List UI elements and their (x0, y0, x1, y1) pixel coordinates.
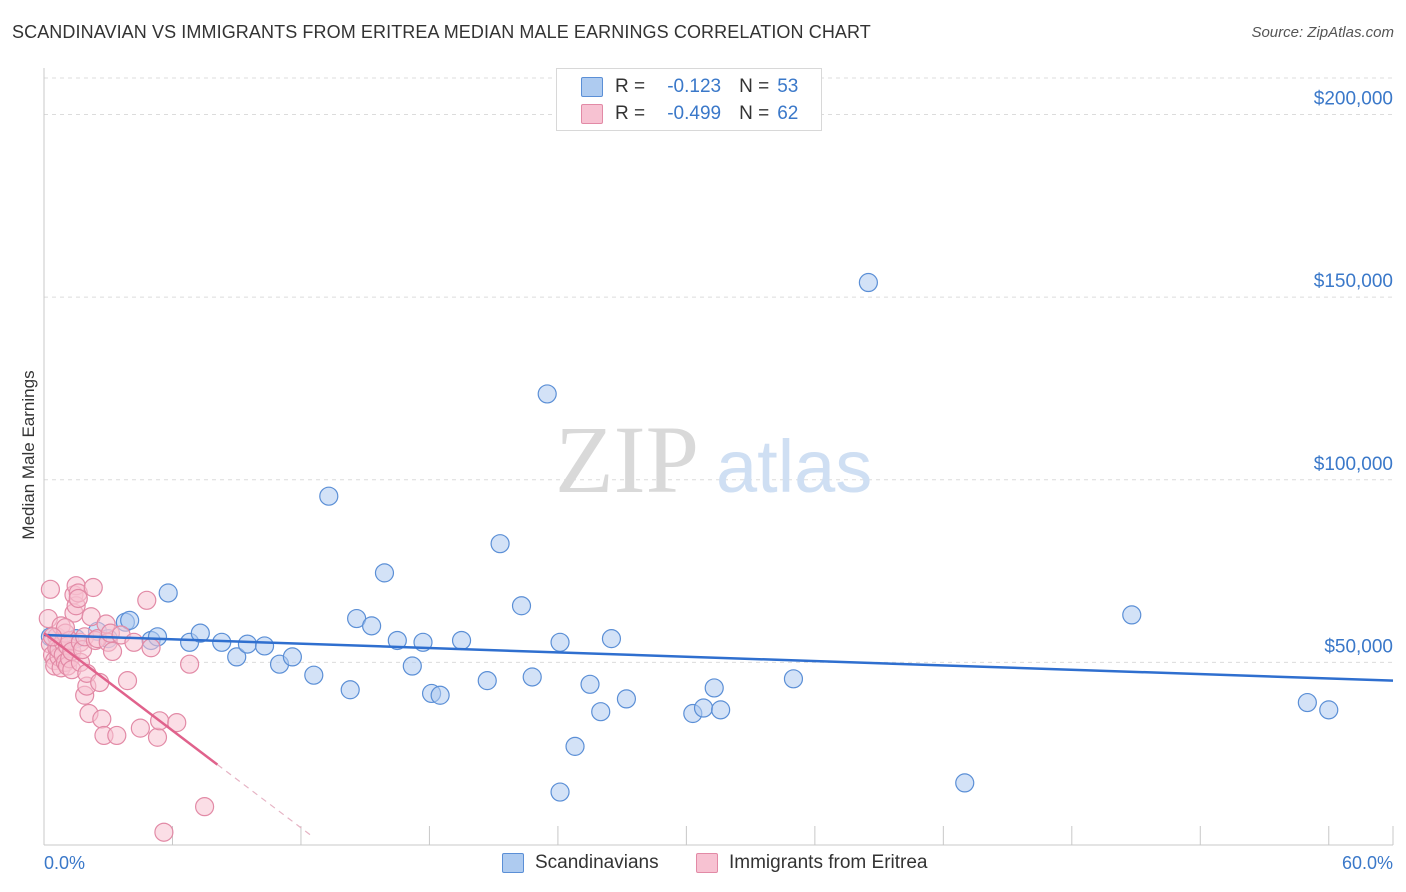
eritrea-point (124, 632, 144, 652)
legend-r-label: R = (615, 76, 646, 97)
scandinavian-trend-line (43, 633, 1394, 682)
grid-lines (44, 77, 1393, 663)
series-swatch-eritrea (696, 853, 718, 873)
legend-r-label: R = (615, 103, 646, 124)
scandinavian-point (340, 680, 360, 700)
scandinavian-point (158, 583, 178, 603)
scandinavian-point (490, 534, 510, 554)
x-tick-label: 0.0% (44, 853, 85, 873)
eritrea-point (167, 713, 187, 733)
scandinavian-point (1319, 700, 1339, 720)
x-tick-label: 60.0% (1342, 853, 1393, 873)
watermark-atlas: atlas (716, 425, 872, 508)
scandinavian-point (120, 610, 140, 630)
eritrea-point (130, 718, 150, 738)
scandinavian-point (362, 616, 382, 636)
series-label: Immigrants from Eritrea (729, 852, 928, 873)
scandinavian-point (704, 678, 724, 698)
chart-source: Source: ZipAtlas.com (1251, 24, 1394, 41)
scandinavian-point (254, 636, 275, 656)
eritrea-point (102, 641, 123, 662)
scandinavian-point (430, 685, 450, 705)
scandinavian-point (955, 773, 975, 793)
legend-n-value: 53 (777, 76, 799, 97)
scandinavian-point (402, 656, 422, 676)
chart-title: SCANDINAVIAN VS IMMIGRANTS FROM ERITREA … (12, 22, 871, 42)
watermark: ZIP atlas (555, 406, 872, 513)
series-label: Scandinavians (535, 852, 659, 873)
scandinavian-point (522, 667, 542, 687)
y-tick-label: $50,000 (1324, 636, 1393, 657)
scandinavian-point (565, 736, 585, 756)
scandinavian-point (537, 384, 557, 404)
scandinavian-point (711, 700, 731, 720)
scandinavian-point (580, 674, 600, 694)
scandinavian-point (591, 702, 611, 722)
legend-swatch-eritrea (581, 104, 603, 124)
eritrea-point (154, 822, 174, 842)
eritrea-point (40, 579, 61, 599)
eritrea-point (83, 577, 103, 598)
y-tick-label: $100,000 (1314, 454, 1393, 475)
legend-swatch-scandinavians (581, 77, 603, 97)
scandinavian-point (282, 647, 302, 667)
eritrea-point (141, 638, 161, 658)
scandinavian-point (1297, 692, 1317, 713)
correlation-legend: R = -0.123 N = 53 R = -0.499 N = 62 (556, 68, 822, 131)
scandinavian-point (550, 632, 570, 652)
legend-n-label: N = (739, 76, 770, 97)
scandinavian-point (550, 782, 570, 802)
series-swatch-scandinavians (502, 853, 524, 873)
eritrea-trend-line (43, 632, 219, 766)
scandinavian-point (374, 563, 395, 583)
scandinavian-point (237, 634, 258, 654)
series-legend-scandinavians[interactable]: Scandinavians (502, 852, 659, 874)
scandinavian-point (387, 630, 407, 651)
watermark-zip: ZIP (555, 406, 699, 513)
trend-lines (43, 632, 1394, 837)
data-points (38, 272, 1339, 842)
eritrea-point (117, 671, 138, 691)
eritrea-trend-extension (217, 764, 313, 837)
scandinavian-point (616, 689, 637, 709)
y-tick-label: $150,000 (1314, 271, 1393, 292)
series-legend: Scandinavians Immigrants from Eritrea (0, 852, 1406, 876)
scandinavian-point (511, 596, 532, 616)
scandinavian-point (1122, 605, 1142, 625)
scandinavian-point (693, 698, 714, 718)
eritrea-point (137, 590, 157, 610)
scandinavian-point (601, 629, 622, 649)
scandinavian-point (190, 623, 210, 643)
eritrea-point (92, 709, 112, 729)
scandinavian-point (783, 669, 804, 689)
scandinavian-point (451, 630, 472, 651)
scandinavian-point (227, 647, 247, 667)
scandinavian-point (304, 665, 324, 685)
scandinavian-point (858, 272, 878, 293)
eritrea-point (147, 727, 168, 747)
legend-n-value: 62 (777, 103, 799, 124)
eritrea-point (107, 725, 127, 746)
axes (43, 68, 1394, 846)
legend-r-value: -0.499 (667, 103, 722, 124)
legend-n-label: N = (739, 103, 770, 124)
legend-r-value: -0.123 (667, 76, 722, 97)
y-axis-label: Median Male Earnings (19, 370, 38, 539)
tick-labels: $50,000 $100,000 $150,000 $200,000 0.0% 60.0% (44, 89, 1393, 873)
series-legend-eritrea[interactable]: Immigrants from Eritrea (696, 852, 927, 874)
y-tick-label: $200,000 (1314, 89, 1393, 110)
scandinavian-point (477, 671, 497, 691)
legend-row-scandinavians: R = -0.123 N = 53 (581, 75, 798, 99)
legend-row-eritrea: R = -0.499 N = 62 (581, 102, 798, 126)
eritrea-point (68, 588, 88, 609)
eritrea-point (180, 654, 200, 674)
eritrea-point (194, 797, 215, 817)
scandinavian-point (319, 486, 339, 506)
